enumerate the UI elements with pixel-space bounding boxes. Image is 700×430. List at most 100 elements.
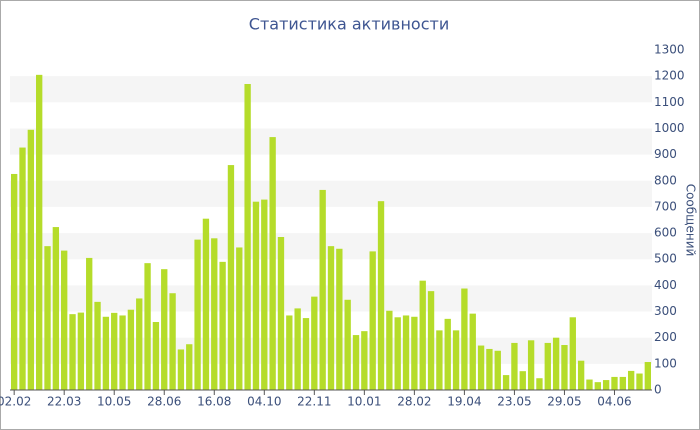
bar [327, 246, 335, 390]
bar [127, 309, 135, 390]
x-tick-label: 02.02 [0, 395, 31, 409]
bar [111, 312, 118, 390]
bar [352, 335, 360, 390]
x-tick-label: 23.05 [497, 395, 531, 409]
bar [336, 248, 343, 390]
x-tick-label: 04.10 [247, 395, 281, 409]
bar [61, 250, 68, 390]
y-tick-label: 700 [654, 199, 677, 213]
bar [461, 288, 468, 390]
bar [152, 322, 160, 390]
bar [102, 316, 110, 390]
y-tick-label: 800 [654, 173, 677, 187]
y-tick-label: 1100 [654, 95, 685, 109]
bar [311, 296, 318, 390]
x-tick-label: 28.06 [147, 395, 181, 409]
bar [477, 345, 485, 390]
y-tick-label: 300 [654, 304, 677, 318]
y-tick-label: 500 [654, 252, 677, 266]
bar [586, 379, 593, 390]
y-tick-label: 100 [654, 356, 677, 370]
bar [636, 373, 643, 390]
bar [419, 280, 426, 390]
bar [561, 345, 568, 390]
bar [594, 382, 601, 390]
bar [494, 350, 501, 390]
y-axis-label: Сообщений [684, 184, 698, 257]
bar [69, 314, 76, 390]
bar [261, 199, 268, 390]
bar [319, 189, 326, 390]
grid-band [10, 180, 652, 207]
bar [502, 375, 510, 390]
bar [569, 317, 576, 390]
bar [394, 317, 401, 390]
bar [211, 238, 218, 390]
bar [86, 257, 93, 390]
bar [194, 239, 201, 390]
bar [94, 301, 101, 390]
bar [436, 330, 443, 390]
bar [411, 316, 418, 390]
bar [527, 340, 535, 390]
bar [344, 299, 351, 390]
bar [227, 165, 235, 390]
bar [552, 337, 560, 390]
bar [427, 291, 435, 390]
bar [177, 349, 185, 390]
x-tick-label: 28.02 [397, 395, 431, 409]
bar [244, 84, 251, 390]
y-tick-label: 1200 [654, 69, 685, 83]
bar [619, 376, 626, 390]
bar [144, 263, 151, 390]
y-tick-label: 0 [654, 383, 662, 397]
y-tick-label: 1000 [654, 121, 685, 135]
x-tick-label: 22.11 [297, 395, 331, 409]
bar [444, 318, 451, 390]
bar [369, 251, 376, 390]
bar [52, 227, 60, 390]
x-tick-label: 10.05 [97, 395, 131, 409]
bar [644, 362, 651, 390]
bar [77, 312, 85, 390]
bar [519, 371, 526, 390]
bar [269, 137, 276, 390]
y-tick-label: 1300 [654, 43, 685, 57]
bar [377, 201, 385, 390]
bar [36, 74, 43, 390]
grid-band [10, 76, 652, 103]
bar [611, 376, 618, 390]
y-tick-label: 400 [654, 278, 677, 292]
x-tick-label: 10.01 [347, 395, 381, 409]
bar [27, 129, 35, 390]
bar [627, 370, 635, 390]
x-tick-label: 22.03 [47, 395, 81, 409]
bar [361, 331, 368, 390]
bar [402, 315, 410, 390]
bar [511, 342, 518, 390]
bar [236, 247, 243, 390]
x-tick-label: 04.06 [597, 395, 631, 409]
grid-band [10, 128, 652, 155]
x-tick-label: 16.08 [197, 395, 231, 409]
bar [486, 348, 493, 390]
bar [386, 310, 393, 390]
bar [602, 380, 610, 390]
bar [136, 298, 143, 390]
bar [577, 360, 585, 390]
x-tick-label: 29.05 [547, 395, 581, 409]
bar [11, 173, 18, 390]
bar [252, 201, 260, 390]
bar [544, 342, 551, 390]
bar [469, 313, 476, 390]
bar [277, 237, 285, 390]
bar [169, 293, 176, 390]
y-tick-label: 200 [654, 330, 677, 344]
chart-title: Статистика активности [249, 15, 449, 34]
bar [219, 261, 226, 390]
y-tick-label: 900 [654, 147, 677, 161]
x-tick-label: 19.04 [447, 395, 481, 409]
bar [302, 318, 310, 390]
bar [44, 246, 51, 390]
